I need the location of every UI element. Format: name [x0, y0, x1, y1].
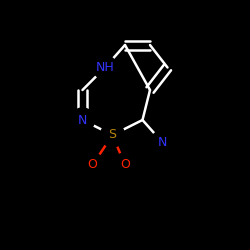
- Text: S: S: [108, 128, 116, 141]
- Circle shape: [80, 153, 104, 177]
- Text: NH: NH: [96, 61, 114, 74]
- Circle shape: [100, 123, 124, 147]
- Text: N: N: [78, 114, 87, 126]
- Text: O: O: [120, 158, 130, 172]
- Circle shape: [113, 153, 137, 177]
- Text: N: N: [158, 136, 167, 149]
- Circle shape: [93, 56, 117, 80]
- Text: O: O: [88, 158, 98, 172]
- Circle shape: [70, 108, 94, 132]
- Circle shape: [150, 130, 174, 154]
